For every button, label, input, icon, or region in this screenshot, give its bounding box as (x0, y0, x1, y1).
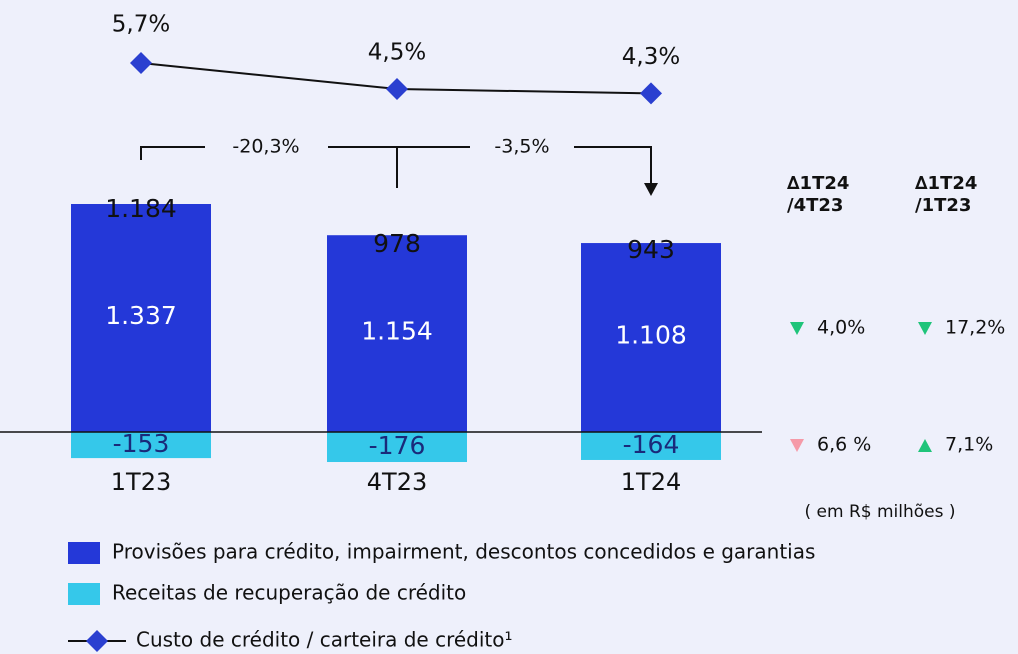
bracket (140, 146, 652, 188)
x-tick-label: 4T23 (367, 468, 427, 496)
line-value-label: 5,7% (112, 12, 170, 38)
change-arrow (918, 439, 932, 452)
total-label: 943 (627, 235, 675, 264)
arrow-head (644, 183, 658, 196)
line-value-label: 4,5% (368, 40, 426, 66)
comparison-value: 7,1% (945, 434, 993, 456)
line-marker (640, 82, 662, 105)
bar-value-label: 1.337 (105, 301, 177, 330)
x-tick-label: 1T23 (111, 468, 171, 496)
total-label: 978 (373, 229, 421, 258)
x-tick-label: 1T24 (621, 468, 681, 496)
comparison-header: ∆1T24 (915, 173, 977, 194)
bar-value-label: -164 (623, 430, 680, 459)
unit-note: ( em R$ milhões ) (804, 502, 955, 522)
bar (71, 432, 211, 459)
legend-swatch (68, 583, 100, 605)
bar-value-label: -153 (113, 429, 170, 458)
legend-marker (86, 630, 108, 652)
total-label: 1.184 (105, 194, 177, 223)
change-arrow (790, 439, 804, 452)
change-arrow (790, 322, 804, 335)
comparison-value: 17,2% (945, 317, 1005, 339)
bar-value-label: 1.108 (615, 321, 687, 350)
comparison-header: ∆1T24 (787, 173, 849, 194)
legend-label: Receitas de recuperação de crédito (112, 581, 466, 605)
bar (581, 243, 721, 432)
line-value-label: 4,3% (622, 44, 680, 70)
comparison-value: 6,6 % (817, 434, 871, 456)
change-label: -3,5% (494, 136, 549, 158)
change-arrow (918, 322, 932, 335)
bar-value-label: 1.154 (361, 317, 433, 346)
bar (327, 235, 467, 432)
bar (327, 432, 467, 463)
bar (581, 432, 721, 460)
comparison-header: /4T23 (787, 195, 843, 216)
bar-value-label: -176 (369, 431, 426, 460)
legend-swatch (68, 542, 100, 564)
comparison-header: /1T23 (915, 195, 971, 216)
legend-label: Custo de crédito / carteira de crédito¹ (136, 628, 513, 652)
change-label: -20,3% (232, 136, 299, 158)
legend-label: Provisões para crédito, impairment, desc… (112, 540, 815, 564)
line-marker (130, 52, 152, 74)
line-marker (386, 78, 408, 101)
bar (71, 204, 211, 432)
comparison-value: 4,0% (817, 317, 865, 339)
